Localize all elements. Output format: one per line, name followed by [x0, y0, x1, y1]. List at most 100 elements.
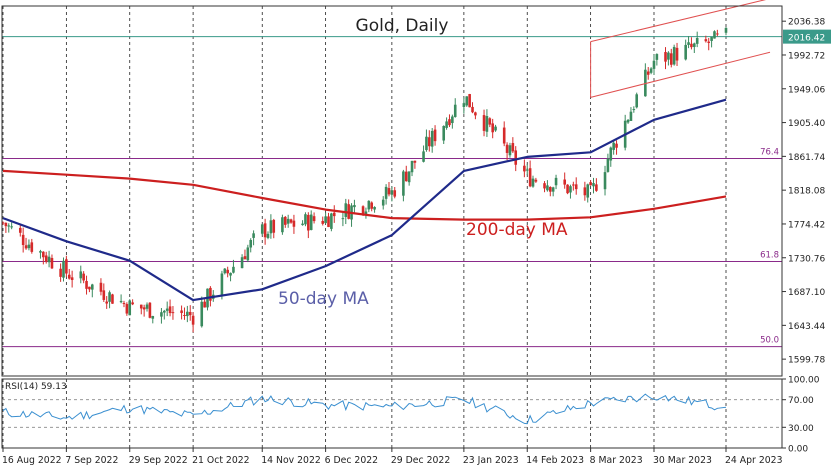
candle-body — [425, 136, 428, 151]
candle-body — [710, 37, 713, 41]
fib-level-label: 61.8 — [760, 250, 779, 260]
candle-body — [667, 52, 670, 60]
y-tick-label: 1905.40 — [788, 119, 825, 129]
candle-body — [142, 307, 146, 310]
candle-body — [566, 184, 569, 194]
candle-body — [50, 257, 54, 269]
candle-body — [283, 216, 287, 225]
candle-body — [364, 211, 368, 215]
candle-body — [430, 130, 434, 147]
candle-body — [471, 106, 474, 113]
rsi-label: RSI(14) 59.13 — [5, 382, 67, 392]
candle-body — [160, 312, 163, 317]
candle-body — [402, 171, 405, 196]
x-tick-label: 14 Nov 2022 — [261, 455, 321, 466]
candle-body — [108, 292, 111, 302]
candle-body — [583, 187, 587, 196]
candle-body — [252, 233, 255, 238]
candle-body — [574, 184, 578, 190]
candle-body — [373, 207, 376, 210]
candle-body — [586, 184, 590, 198]
candle-body — [445, 121, 448, 128]
candle-body — [606, 158, 610, 172]
y-tick-label: 2036.38 — [788, 18, 825, 28]
candle-body — [675, 47, 679, 61]
rsi-tick-label: 0.00 — [788, 445, 808, 455]
candle-body — [249, 239, 253, 248]
x-tick-label: 21 Oct 2022 — [192, 455, 249, 466]
candle-body — [226, 269, 229, 274]
candle-body — [465, 96, 469, 106]
moving-averages: 200-day MA 50-day MA — [2, 98, 727, 309]
candle-body — [304, 214, 307, 225]
candle-body — [525, 169, 529, 171]
candle-body — [632, 109, 636, 111]
candle-body — [99, 282, 103, 292]
candle-body — [551, 187, 555, 192]
candle-body — [180, 310, 183, 314]
candle-body — [609, 147, 613, 161]
candle-body — [603, 172, 607, 190]
candle-body — [27, 244, 31, 249]
candles — [1, 27, 728, 333]
candle-body — [502, 127, 506, 144]
candle-body — [554, 177, 558, 186]
x-tick-label: 7 Sep 2022 — [65, 455, 118, 466]
y-tick-label: 1861.74 — [788, 153, 825, 163]
x-tick-label: 6 Dec 2022 — [325, 455, 378, 466]
current-price-label-text: 2016.42 — [788, 34, 825, 44]
candle-body — [716, 33, 719, 35]
candle-body — [448, 119, 451, 126]
candle-body — [546, 185, 549, 191]
candle-body — [67, 274, 71, 279]
candle-body — [223, 268, 227, 274]
candle-body — [612, 142, 615, 150]
candle-body — [433, 129, 437, 142]
trend-channel-lower — [590, 51, 771, 98]
ma-label-200-day: 200-day MA — [466, 220, 568, 240]
x-tick-label: 8 Mar 2023 — [590, 455, 643, 466]
axes: 16 Aug 2022 7 Sep 2022 29 Sep 2022 21 Oct 2… — [1, 5, 831, 466]
current-price-label-box — [783, 29, 831, 44]
candle-body — [246, 247, 250, 261]
candle-body — [183, 314, 186, 316]
candle-body — [367, 200, 371, 210]
candle-body — [269, 220, 273, 234]
y-tick-label: 1687.10 — [788, 288, 825, 298]
candle-body — [200, 301, 204, 327]
candle-body — [148, 302, 152, 318]
candle-body — [704, 39, 708, 42]
candle-body — [713, 31, 716, 39]
candle-body — [243, 256, 247, 260]
candle-body — [209, 287, 212, 301]
x-tick-label: 14 Feb 2023 — [526, 455, 584, 466]
chart-title: Gold, Daily — [356, 16, 449, 36]
candle-body — [687, 42, 690, 45]
current-price-label: 2016.42 — [783, 29, 831, 44]
candle-body — [635, 94, 639, 108]
x-tick-label: 24 Apr 2023 — [725, 455, 783, 466]
candle-body — [171, 312, 175, 314]
candle-body — [646, 71, 650, 75]
candle-body — [407, 171, 411, 183]
candle-body — [387, 188, 391, 195]
candle-body — [468, 94, 471, 108]
candle-body — [90, 284, 94, 290]
candle-body — [128, 300, 132, 316]
candle-body — [626, 119, 630, 123]
candle-body — [151, 316, 155, 319]
candle-body — [548, 186, 552, 192]
candle-body — [474, 112, 477, 116]
candle-body — [384, 186, 388, 199]
ma-label-50-day: 50-day MA — [278, 289, 369, 309]
candle-body — [514, 150, 518, 165]
candle-body — [44, 255, 48, 262]
candle-body — [85, 280, 88, 289]
candle-body — [482, 115, 486, 131]
candle-body — [531, 178, 535, 187]
candle-body — [422, 151, 425, 162]
candle-body — [404, 171, 408, 182]
candle-body — [453, 104, 457, 117]
candle-body — [188, 311, 192, 316]
